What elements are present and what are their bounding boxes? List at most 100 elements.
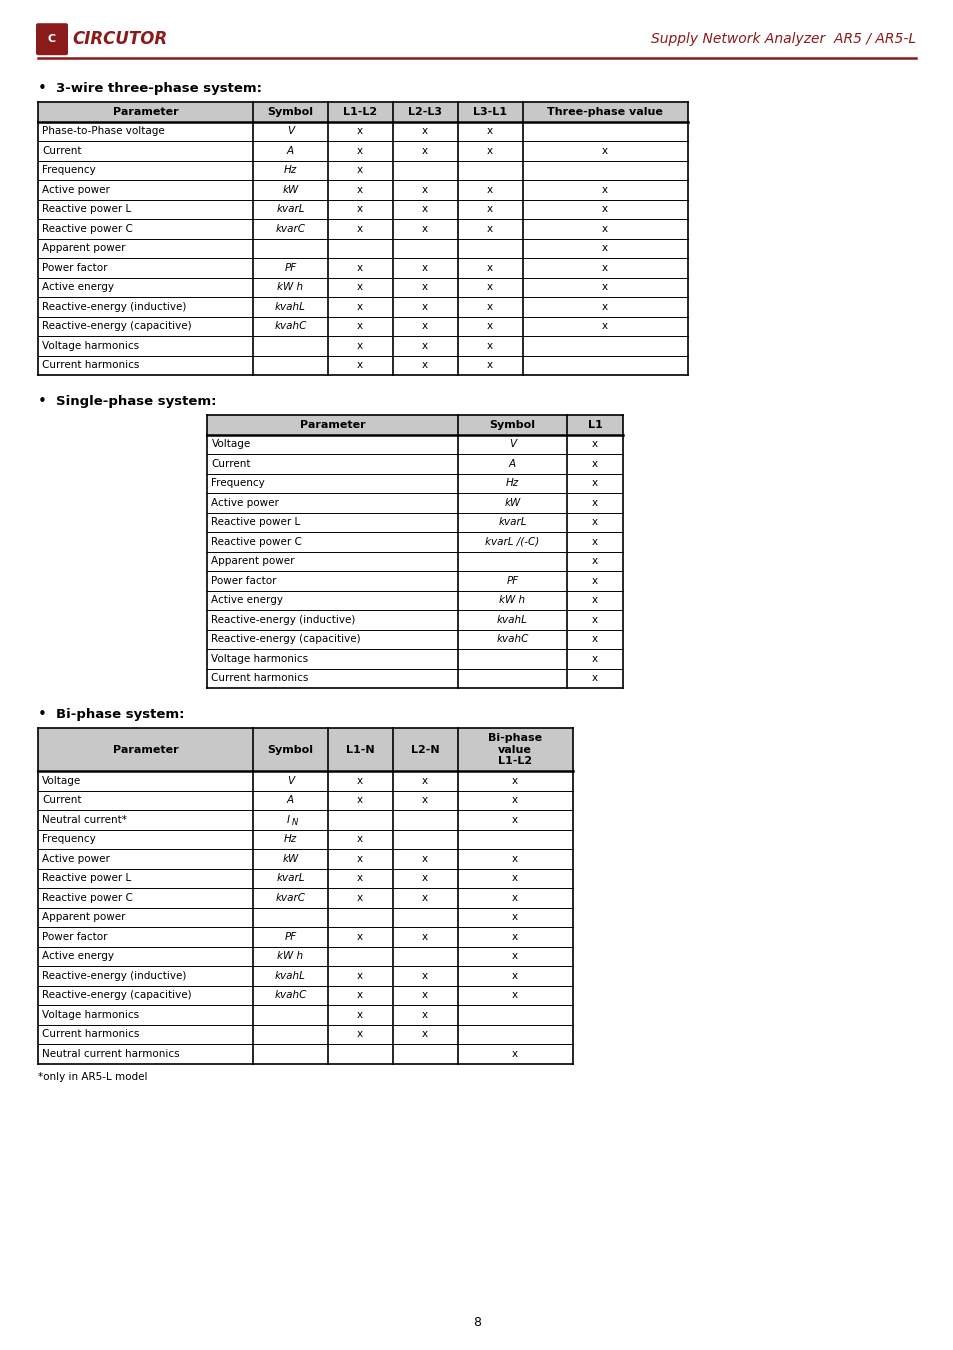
Text: x: x (512, 1049, 517, 1058)
Text: x: x (421, 776, 428, 786)
Text: x: x (592, 653, 598, 664)
Text: x: x (601, 243, 608, 254)
FancyBboxPatch shape (36, 23, 68, 55)
Text: C: C (48, 34, 56, 45)
Text: x: x (512, 815, 517, 825)
Text: Hz: Hz (283, 834, 296, 844)
Text: Current: Current (212, 459, 251, 468)
Text: Voltage harmonics: Voltage harmonics (212, 653, 308, 664)
Text: L3-L1: L3-L1 (473, 107, 507, 117)
Text: x: x (592, 440, 598, 450)
Text: 8: 8 (473, 1315, 480, 1328)
Text: x: x (487, 185, 493, 194)
Text: x: x (356, 204, 363, 215)
Text: x: x (356, 1029, 363, 1040)
Text: Current harmonics: Current harmonics (42, 360, 139, 370)
Text: x: x (356, 776, 363, 786)
Text: Three-phase value: Three-phase value (547, 107, 662, 117)
Text: Bi-phase
value
L1-L2: Bi-phase value L1-L2 (488, 733, 541, 767)
Bar (38, 122, 687, 142)
Text: x: x (601, 224, 608, 234)
Bar (207, 435, 622, 454)
Text: x: x (512, 873, 517, 883)
Text: kvahC: kvahC (274, 991, 306, 1000)
Text: x: x (356, 342, 363, 351)
Bar (38, 927, 572, 946)
Text: x: x (421, 991, 428, 1000)
Text: Active energy: Active energy (42, 282, 113, 293)
Text: x: x (356, 127, 363, 136)
Text: kW: kW (282, 185, 298, 194)
Text: x: x (421, 853, 428, 864)
Text: x: x (421, 1010, 428, 1019)
Text: x: x (356, 224, 363, 234)
Text: V: V (287, 776, 294, 786)
Text: kvarC: kvarC (275, 224, 305, 234)
Bar (207, 610, 622, 629)
Text: Reactive power L: Reactive power L (212, 517, 300, 528)
Text: x: x (421, 224, 428, 234)
Bar (207, 513, 622, 532)
Text: x: x (356, 853, 363, 864)
Bar (38, 103, 253, 122)
Text: A: A (287, 146, 294, 157)
Text: kW: kW (282, 853, 298, 864)
Text: x: x (356, 971, 363, 981)
Text: x: x (421, 185, 428, 194)
Text: Parameter: Parameter (112, 745, 178, 755)
Text: 3-wire three-phase system:: 3-wire three-phase system: (56, 82, 262, 94)
Text: kW h: kW h (277, 282, 303, 293)
Bar (38, 986, 572, 1006)
Text: kvarL /(-C): kvarL /(-C) (485, 537, 539, 547)
Text: L2-N: L2-N (411, 745, 439, 755)
Text: x: x (356, 321, 363, 332)
Text: x: x (487, 127, 493, 136)
Text: x: x (356, 185, 363, 194)
Bar (38, 810, 572, 830)
Text: x: x (421, 971, 428, 981)
Text: kvahC: kvahC (496, 634, 528, 644)
Text: x: x (487, 360, 493, 370)
Bar (328, 728, 393, 771)
Text: Reactive power L: Reactive power L (42, 873, 132, 883)
Text: Reactive power C: Reactive power C (42, 892, 132, 903)
Bar (38, 258, 687, 278)
Text: Current harmonics: Current harmonics (42, 1029, 139, 1040)
Text: Hz: Hz (505, 478, 518, 489)
Text: Frequency: Frequency (212, 478, 265, 489)
Text: x: x (356, 146, 363, 157)
Text: x: x (421, 146, 428, 157)
Text: x: x (592, 498, 598, 508)
Text: x: x (512, 931, 517, 942)
Text: I: I (287, 815, 290, 825)
Text: kW h: kW h (277, 952, 303, 961)
Text: Frequency: Frequency (42, 166, 95, 176)
Text: x: x (487, 282, 493, 293)
Text: *only in AR5-L model: *only in AR5-L model (38, 1072, 148, 1081)
Text: kvarL: kvarL (275, 873, 304, 883)
Text: Active power: Active power (42, 853, 110, 864)
Text: x: x (487, 204, 493, 215)
Text: x: x (512, 971, 517, 981)
Bar (38, 200, 687, 219)
Bar (207, 493, 622, 513)
Text: x: x (421, 795, 428, 806)
Text: Supply Network Analyzer  AR5 / AR5-L: Supply Network Analyzer AR5 / AR5-L (650, 32, 915, 46)
Text: x: x (601, 282, 608, 293)
Bar (38, 336, 687, 355)
Bar (38, 791, 572, 810)
Text: x: x (592, 478, 598, 489)
Bar (567, 416, 622, 435)
Text: Phase-to-Phase voltage: Phase-to-Phase voltage (42, 127, 165, 136)
Text: Symbol: Symbol (267, 745, 314, 755)
Text: kvahC: kvahC (274, 321, 306, 332)
Bar (253, 728, 328, 771)
Bar (38, 868, 572, 888)
Text: L1: L1 (587, 420, 602, 429)
Bar (38, 1025, 572, 1044)
Text: Active power: Active power (42, 185, 110, 194)
Bar (207, 454, 622, 474)
Text: x: x (356, 873, 363, 883)
Text: kvarC: kvarC (275, 892, 305, 903)
Text: kW: kW (504, 498, 520, 508)
